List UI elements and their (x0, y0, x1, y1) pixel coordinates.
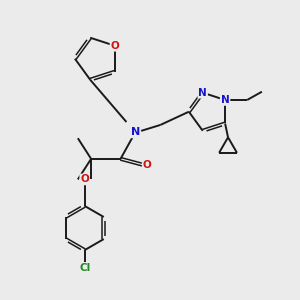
Text: O: O (110, 41, 119, 51)
Text: N: N (131, 127, 140, 137)
Text: O: O (143, 160, 152, 170)
Text: Cl: Cl (79, 263, 90, 273)
Text: N: N (198, 88, 207, 98)
Text: N: N (221, 95, 230, 105)
Text: O: O (80, 174, 89, 184)
